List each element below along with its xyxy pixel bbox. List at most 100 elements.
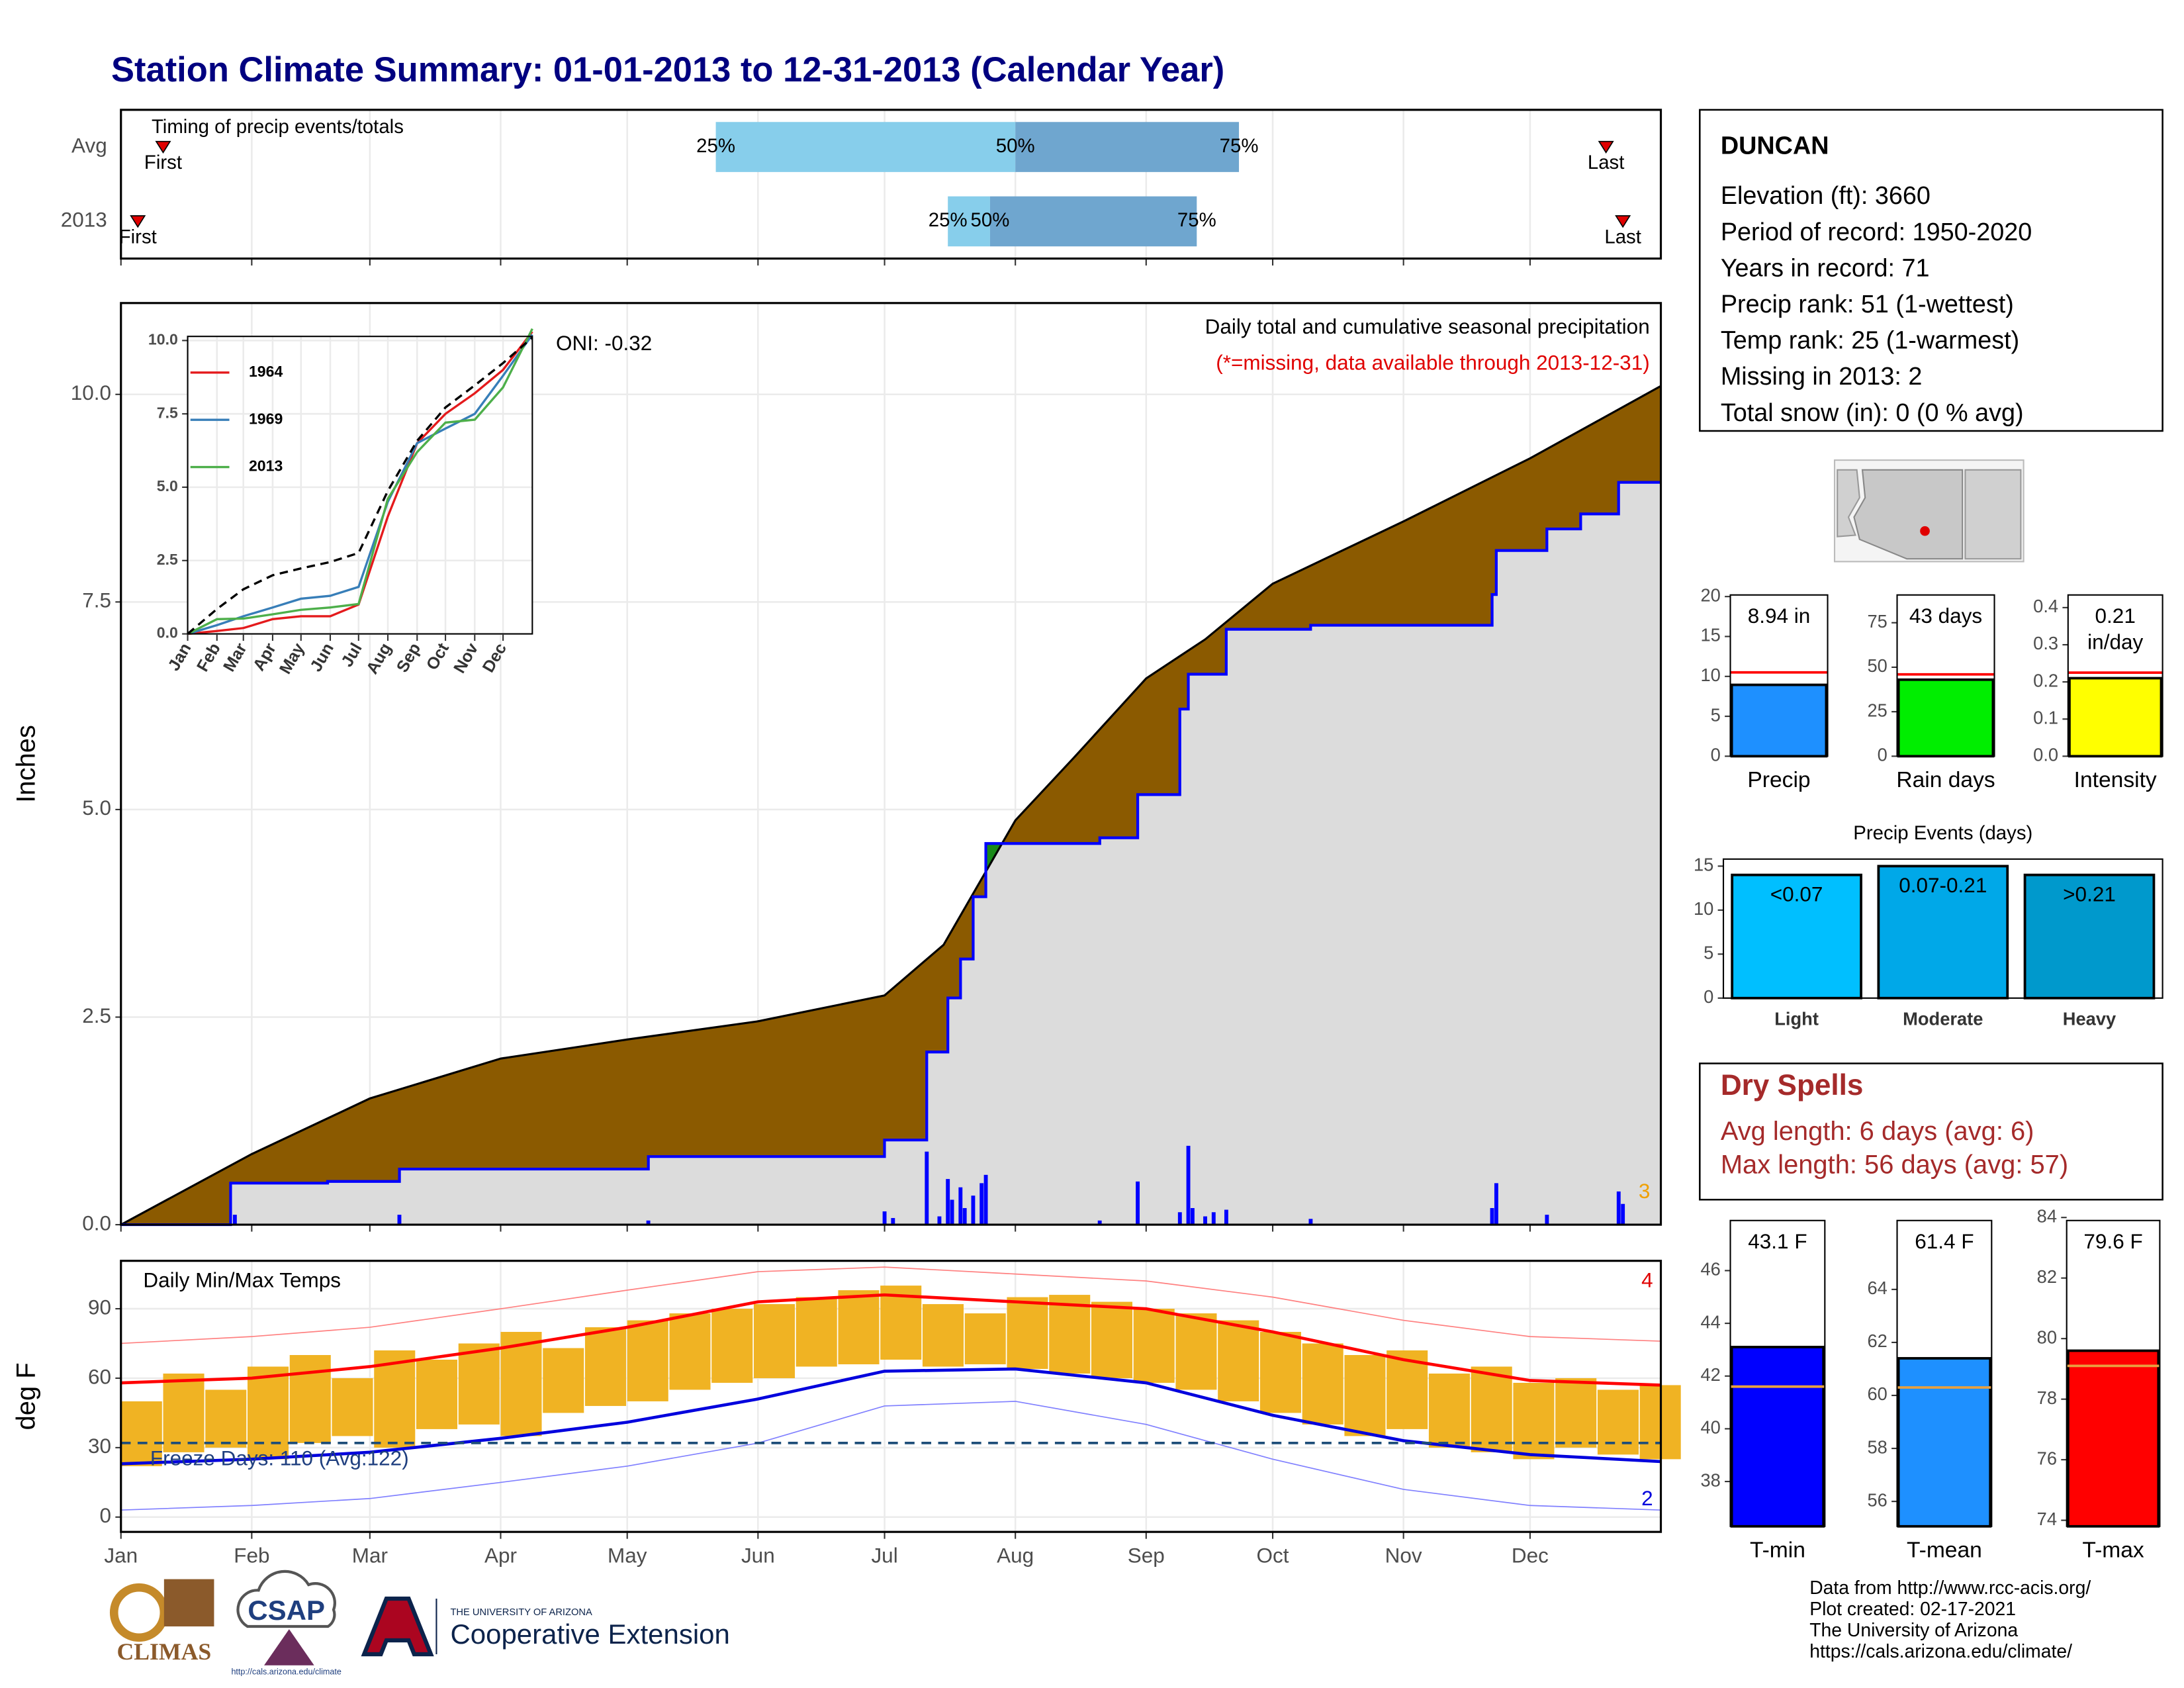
station-line: Period of record: 1950-2020 xyxy=(1721,218,2032,246)
y-tick-label: 5 xyxy=(1704,943,1713,963)
y-tick-label: 0.1 xyxy=(2033,707,2058,727)
x-tick-label: Feb xyxy=(234,1543,269,1567)
map-state xyxy=(1853,469,1964,560)
plot-border xyxy=(1729,1219,1826,1527)
temp-range-bar xyxy=(458,1343,500,1425)
x-tick-label: Oct xyxy=(1257,1543,1289,1567)
x-category-label: Heavy xyxy=(2063,1009,2116,1029)
temp-range-bar xyxy=(711,1309,753,1383)
quantile-bar xyxy=(1015,122,1240,172)
daily-bar xyxy=(1136,1181,1140,1225)
state-map xyxy=(1833,459,2025,563)
plot-border xyxy=(120,109,1662,260)
quantile-label: 50% xyxy=(971,209,1010,231)
temp-range-bar xyxy=(120,1401,162,1466)
y-tick-label: 0 xyxy=(1878,745,1888,765)
daily-bar xyxy=(1224,1209,1228,1225)
plot-border xyxy=(120,1260,1662,1533)
plot-border xyxy=(2067,594,2163,757)
logo-text: CLIMAS xyxy=(116,1638,211,1665)
y-tick-label: 10.0 xyxy=(148,330,178,348)
daily-bar xyxy=(891,1218,895,1225)
y-tick-label: 10.0 xyxy=(71,381,111,404)
quantile-bar xyxy=(715,122,1016,172)
y-tick-label: 38 xyxy=(1700,1470,1720,1490)
event-label: First xyxy=(119,226,157,248)
y-tick-label: 44 xyxy=(1700,1311,1720,1332)
y-tick-label: 2.5 xyxy=(82,1004,111,1027)
x-tick-label: Jun xyxy=(741,1543,775,1567)
daily-bar xyxy=(1308,1219,1313,1225)
bar xyxy=(1897,678,1995,758)
station-line: Missing in 2013: 2 xyxy=(1721,363,1923,391)
bar xyxy=(2066,1349,2160,1528)
x-category-label: Precip xyxy=(1747,768,1810,792)
x-category-label: T-mean xyxy=(1907,1538,1982,1562)
legend-label: 1969 xyxy=(249,410,283,427)
event-label: Last xyxy=(1604,226,1641,248)
x-category-label: T-min xyxy=(1750,1538,1805,1562)
footer-line: The University of Arizona xyxy=(1809,1620,2018,1641)
logo-shape xyxy=(236,1570,336,1628)
daily-bar xyxy=(1186,1145,1191,1225)
event-marker xyxy=(1598,140,1614,154)
daily-bar xyxy=(1490,1207,1494,1225)
daily-bar xyxy=(1545,1215,1549,1225)
y-tick-label: 78 xyxy=(2037,1387,2057,1408)
y-tick-label: 75 xyxy=(1867,611,1887,632)
x-tick-label: May xyxy=(608,1543,647,1567)
daily-bar xyxy=(925,1151,929,1225)
daily-bar xyxy=(1616,1191,1621,1225)
daily-bar xyxy=(1621,1203,1625,1225)
bar xyxy=(1730,683,1828,758)
temp-range-bar xyxy=(1007,1297,1048,1369)
y-tick-label: 15 xyxy=(1700,625,1720,645)
cumulative-line xyxy=(187,334,533,635)
station-box: DUNCAN xyxy=(1699,109,2163,432)
y-tick-label: 50 xyxy=(1867,655,1887,676)
temp-range-bar xyxy=(1175,1313,1217,1390)
y-tick-label: 90 xyxy=(88,1295,111,1319)
y-tick-label: 10 xyxy=(1700,665,1720,685)
quantile-label: 75% xyxy=(1177,209,1216,231)
temp-line xyxy=(120,1266,1661,1344)
plot-border xyxy=(120,302,1662,1226)
value-label: 0.21 in/day xyxy=(2087,604,2144,655)
quantile-label: 25% xyxy=(696,135,735,157)
panel-title: Daily total and cumulative seasonal prec… xyxy=(1205,314,1650,338)
temp-range-bar xyxy=(1428,1373,1470,1448)
temp-line xyxy=(120,1293,1661,1387)
y-tick-label: 58 xyxy=(1867,1436,1887,1457)
quantile-label: 25% xyxy=(929,209,968,231)
y-tick-label: 7.5 xyxy=(157,404,178,421)
dry-frame xyxy=(1699,1062,2163,1201)
y-tick-label: 0.0 xyxy=(2033,745,2058,765)
daily-bar xyxy=(962,1207,967,1225)
map-region xyxy=(1964,469,2022,560)
count-label: 3 xyxy=(1639,1179,1651,1203)
freeze-label: Freeze Days: 110 (Avg:122) xyxy=(150,1446,409,1470)
temp-range-bar xyxy=(416,1359,458,1429)
cumulative-line xyxy=(187,336,533,635)
logo-text: THE UNIVERSITY OF ARIZONA xyxy=(450,1607,592,1618)
daily-bar xyxy=(1177,1212,1182,1225)
x-category-label: Moderate xyxy=(1903,1009,1983,1029)
low-count: 2 xyxy=(1641,1486,1653,1510)
daily-bar xyxy=(958,1187,963,1225)
temp-range-bar xyxy=(669,1313,711,1390)
daily-bar xyxy=(979,1183,984,1225)
legend-label: 1964 xyxy=(249,363,283,380)
event-marker xyxy=(1615,215,1631,228)
average-line xyxy=(120,385,1662,1226)
y-tick-label: 56 xyxy=(1867,1489,1887,1510)
temp-range-bar xyxy=(838,1290,880,1364)
value-label-box: 79.6 F xyxy=(2083,1230,2142,1254)
y-tick-label: 5.0 xyxy=(82,796,111,820)
temp-range-bar xyxy=(627,1320,668,1401)
daily-bar xyxy=(937,1216,942,1225)
panel-title: Daily Min/Max Temps xyxy=(143,1268,341,1291)
legend-label: 2013 xyxy=(249,457,283,475)
y-tick-label: 60 xyxy=(1867,1383,1887,1404)
